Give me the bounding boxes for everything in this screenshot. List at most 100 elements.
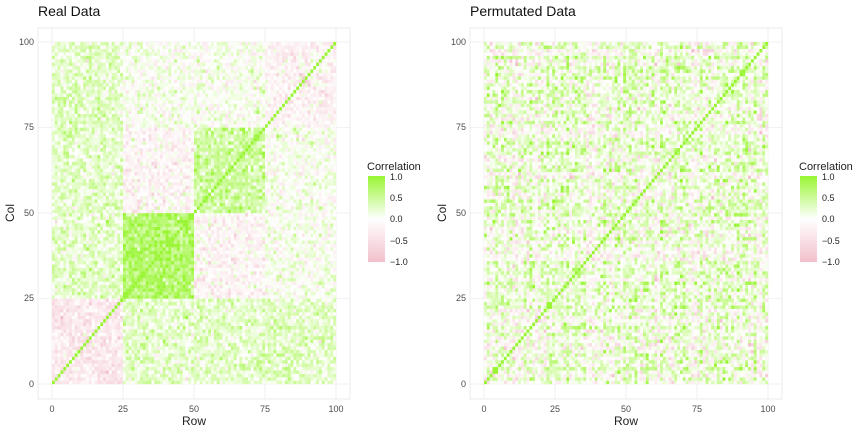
heatmap-cell	[166, 370, 169, 374]
heatmap-cell	[160, 343, 163, 347]
heatmap-cell	[183, 76, 186, 80]
heatmap-cell	[129, 179, 132, 183]
heatmap-cell	[103, 63, 106, 67]
heatmap-cell	[154, 271, 157, 275]
heatmap-cell	[146, 63, 149, 67]
heatmap-cell	[168, 100, 171, 104]
heatmap-cell	[66, 80, 69, 84]
heatmap-cell	[160, 261, 163, 265]
heatmap-cell	[66, 377, 69, 381]
heatmap-cell	[100, 172, 103, 176]
heatmap-cell	[100, 329, 103, 333]
heatmap-cell	[163, 90, 166, 94]
heatmap-cell	[52, 237, 55, 241]
heatmap-cell	[78, 175, 81, 179]
heatmap-cell	[185, 377, 188, 381]
heatmap-cell	[52, 169, 55, 173]
heatmap-cell	[117, 151, 120, 155]
heatmap-cell	[86, 271, 89, 275]
heatmap-cell	[61, 182, 64, 186]
heatmap-cell	[72, 305, 75, 309]
heatmap-cell	[123, 56, 126, 60]
heatmap-cell	[129, 336, 132, 340]
heatmap-cell	[174, 59, 177, 63]
heatmap-cell	[58, 131, 61, 135]
heatmap-cell	[63, 52, 66, 56]
heatmap-cell	[154, 275, 157, 279]
heatmap-cell	[185, 227, 188, 231]
heatmap-cell	[92, 251, 95, 255]
heatmap-cell	[58, 59, 61, 63]
heatmap-cell	[140, 69, 143, 73]
heatmap-cell	[72, 189, 75, 193]
heatmap-cell	[154, 357, 157, 361]
heatmap-cell	[78, 271, 81, 275]
heatmap-cell	[89, 288, 92, 292]
heatmap-cell	[69, 302, 72, 306]
heatmap-cell	[112, 131, 115, 135]
heatmap-cell	[123, 63, 126, 67]
heatmap-cell	[117, 175, 120, 179]
heatmap-cell	[177, 100, 180, 104]
heatmap-cell	[97, 302, 100, 306]
heatmap-cell	[177, 80, 180, 84]
heatmap-cell	[151, 104, 154, 108]
heatmap-cell	[103, 227, 106, 231]
heatmap-cell	[163, 76, 166, 80]
heatmap-cell	[123, 329, 126, 333]
heatmap-cell	[188, 363, 191, 367]
heatmap-cell	[89, 63, 92, 67]
heatmap-cell	[109, 285, 112, 289]
heatmap-cell	[120, 186, 123, 190]
heatmap-cell	[134, 210, 137, 214]
heatmap-cell	[109, 63, 112, 67]
heatmap-cell	[137, 134, 140, 138]
heatmap-cell	[106, 45, 109, 49]
heatmap-cell	[143, 254, 146, 258]
heatmap-cell	[160, 56, 163, 60]
heatmap-cell	[103, 162, 106, 166]
heatmap-cell	[78, 254, 81, 258]
heatmap-cell	[188, 158, 191, 162]
heatmap-cell	[58, 271, 61, 275]
heatmap-cell	[185, 264, 188, 268]
heatmap-cell	[183, 73, 186, 77]
heatmap-cell	[63, 93, 66, 97]
heatmap-cell	[177, 210, 180, 214]
heatmap-cell	[168, 230, 171, 234]
heatmap-cell	[154, 223, 157, 227]
heatmap-cell	[75, 189, 78, 193]
heatmap-cell	[86, 158, 89, 162]
heatmap-cell	[149, 90, 152, 94]
heatmap-cell	[97, 182, 100, 186]
heatmap-cell	[157, 162, 160, 166]
heatmap-cell	[69, 66, 72, 70]
heatmap-cell	[137, 360, 140, 364]
heatmap-cell	[92, 350, 95, 354]
heatmap-cell	[112, 346, 115, 350]
heatmap-cell	[185, 100, 188, 104]
heatmap-cell	[72, 370, 75, 374]
heatmap-cell	[86, 254, 89, 258]
heatmap-cell	[72, 302, 75, 306]
heatmap-cell	[112, 254, 115, 258]
heatmap-cell	[140, 329, 143, 333]
heatmap-cell	[177, 264, 180, 268]
heatmap-cell	[61, 73, 64, 77]
heatmap-cell	[55, 192, 58, 196]
heatmap-cell	[149, 254, 152, 258]
heatmap-cell	[168, 319, 171, 323]
heatmap-cell	[58, 220, 61, 224]
heatmap-cell	[97, 237, 100, 241]
heatmap-cell	[180, 49, 183, 53]
heatmap-cell	[146, 377, 149, 381]
heatmap-cell	[120, 251, 123, 255]
heatmap-cell	[97, 346, 100, 350]
heatmap-cell	[134, 199, 137, 203]
heatmap-cell	[72, 299, 75, 303]
heatmap-cell	[72, 292, 75, 296]
heatmap-cell	[97, 254, 100, 258]
heatmap-cell	[140, 141, 143, 145]
heatmap-cell	[180, 271, 183, 275]
heatmap-cell	[151, 93, 154, 97]
